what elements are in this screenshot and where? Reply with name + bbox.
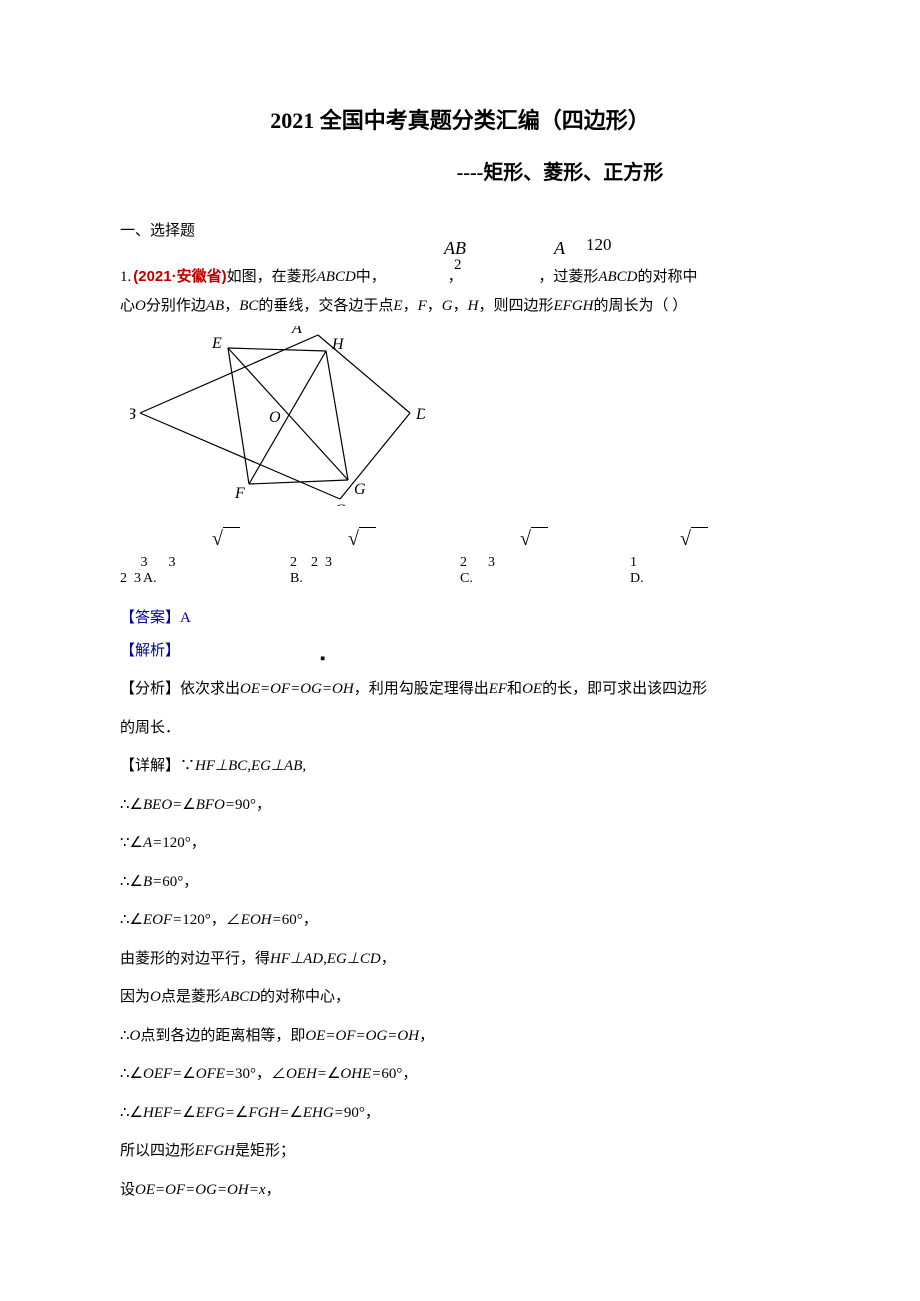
svg-text:C: C: [334, 502, 345, 506]
rhombus-diagram: A B C D E H F G O: [130, 326, 800, 517]
q-comma2: ，过菱形: [538, 269, 598, 285]
choice-a: √ 3 3 2 3A.: [120, 527, 290, 586]
q-zhong: 中，: [356, 269, 386, 285]
sub-title: ----矩形、菱形、正方形: [120, 154, 800, 192]
detail-8: ∴O点到各边的距离相等，即OE=OF=OG=OH，: [120, 1022, 800, 1051]
svg-text:H: H: [331, 336, 345, 353]
sqrt-icon: √: [348, 529, 376, 549]
svg-text:E: E: [211, 335, 222, 352]
choice-d: √ 1 D.: [630, 527, 800, 586]
svg-text:G: G: [354, 481, 366, 498]
analysis-1: 【分析】依次求出OE=OF=OG=OH，利用勾股定理得出EF和OE的长，即可求出…: [120, 675, 800, 704]
detail-3: ∵∠A=120°，: [120, 829, 800, 858]
q-line2: 心O分别作边AB，BC的垂线，交各边于点E，F，G，H，则四边形EFGH的周长为…: [120, 292, 800, 321]
float-2: 2: [454, 251, 462, 280]
q-source: (2021·安徽省): [133, 268, 226, 285]
analysis-label: 【解析】: [120, 637, 800, 666]
float-A: A: [554, 231, 565, 265]
svg-text:D: D: [415, 406, 425, 423]
choice-b: √ 2 2 3 B.: [290, 527, 460, 586]
main-title: 2021 全国中考真题分类汇编（四边形）: [120, 100, 800, 142]
answer-line: 【答案】A: [120, 604, 800, 633]
svg-text:B: B: [130, 406, 136, 423]
sqrt-icon: √: [520, 529, 548, 549]
question-1: AB A 120 2 1.(2021·安徽省)如图，在菱形ABCD中， ， ，过…: [120, 263, 800, 586]
q-num: 1.: [120, 269, 131, 285]
sqrt-icon: √: [680, 529, 708, 549]
svg-text:A: A: [291, 326, 302, 337]
q-abcd2: ABCD: [598, 269, 637, 285]
detail-1: 【详解】∵HF⊥BC,EG⊥AB,: [120, 752, 800, 781]
detail-12: 设OE=OF=OG=OH=x，: [120, 1176, 800, 1205]
choices-row: √ 3 3 2 3A. √ 2 2 3 B. √ 2 3 C. √ 1 D.: [120, 527, 800, 586]
detail-9: ∴∠OEF=∠OFE=30°，∠OEH=∠OHE=60°，: [120, 1060, 800, 1089]
q-tail1: 的对称中: [638, 269, 698, 285]
detail-2: ∴∠BEO=∠BFO=90°，: [120, 791, 800, 820]
detail-7: 因为O点是菱形ABCD的对称中心，: [120, 983, 800, 1012]
svg-text:F: F: [234, 485, 245, 502]
center-dot: ▪: [320, 648, 325, 677]
sqrt-icon: √: [212, 529, 240, 549]
detail-10: ∴∠HEF=∠EFG=∠FGH=∠EHG=90°，: [120, 1099, 800, 1128]
analysis-2: 的周长．: [120, 714, 800, 743]
q-text-1: 如图，在菱形: [227, 269, 317, 285]
detail-4: ∴∠B=60°，: [120, 868, 800, 897]
detail-5: ∴∠EOF=120°，∠EOH=60°，: [120, 906, 800, 935]
float-120: 120: [586, 229, 612, 261]
svg-text:O: O: [269, 409, 281, 426]
choice-c: √ 2 3 C.: [460, 527, 630, 586]
q-abcd1: ABCD: [317, 269, 356, 285]
detail-11: 所以四边形EFGH是矩形；: [120, 1137, 800, 1166]
detail-6: 由菱形的对边平行，得HF⊥AD,EG⊥CD，: [120, 945, 800, 974]
